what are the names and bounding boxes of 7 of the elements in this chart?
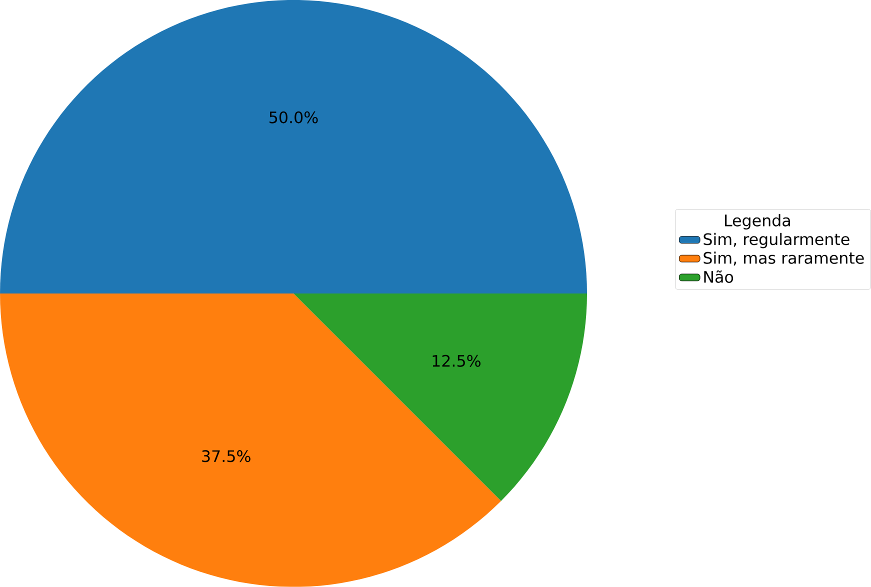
legend-label: Sim, mas raramente — [704, 252, 864, 266]
data-label: 50.0% — [270, 111, 318, 124]
data-label: 37.5% — [202, 450, 250, 462]
legend-label: Sim, regularmente — [704, 232, 850, 248]
legend-label: Não — [704, 270, 734, 283]
data-label: 12.5% — [432, 354, 480, 367]
legend-title: Legenda — [725, 214, 790, 230]
